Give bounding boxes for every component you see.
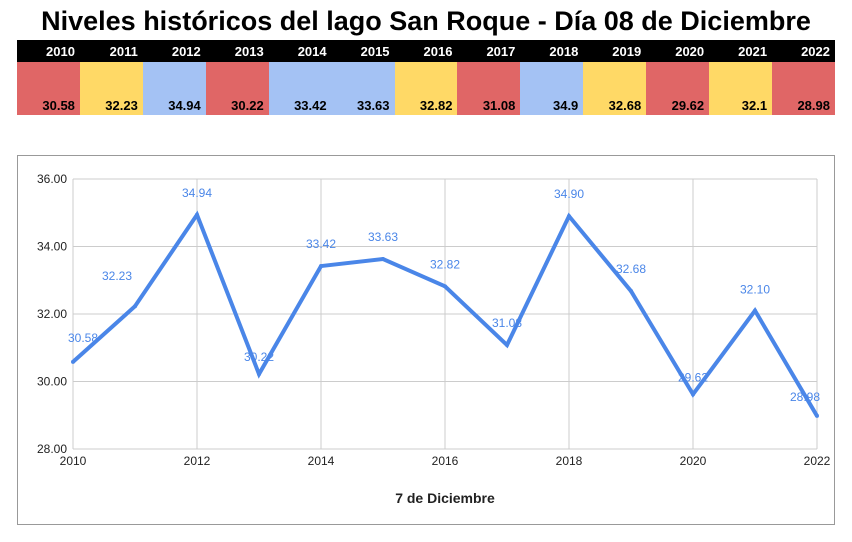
- data-point: [691, 392, 695, 397]
- data-point: [319, 264, 323, 269]
- data-label: 32.68: [616, 262, 646, 276]
- y-tick-label: 28.00: [37, 442, 67, 456]
- data-label: 32.10: [740, 283, 770, 297]
- data-point: [71, 359, 75, 364]
- y-tick-label: 32.00: [37, 307, 67, 321]
- table-value-cell: 32.68: [583, 62, 647, 115]
- data-point: [629, 289, 633, 294]
- table-value-cell: 33.63: [331, 62, 395, 115]
- table-year-header: 2022: [772, 40, 835, 62]
- x-axis-title: 7 de Diciembre: [395, 490, 495, 506]
- table-value-cell: 30.58: [17, 62, 80, 115]
- x-tick-label: 2010: [60, 454, 87, 468]
- y-tick-label: 30.00: [37, 375, 67, 389]
- table-year-header: 2016: [394, 40, 458, 62]
- table-year-header: 2014: [268, 40, 332, 62]
- data-label: 32.23: [102, 269, 132, 283]
- table-year-header: 2020: [646, 40, 710, 62]
- table-year-header: 2019: [583, 40, 647, 62]
- data-point: [505, 343, 509, 348]
- levels-table: 2010 30.58 2011 32.23 2012 34.94 2013 30.22 2014…: [17, 40, 835, 115]
- data-point: [443, 284, 447, 289]
- x-tick-label: 2020: [680, 454, 707, 468]
- table-year-header: 2021: [709, 40, 773, 62]
- y-tick-label: 36.00: [37, 172, 67, 186]
- x-tick-label: 2018: [556, 454, 583, 468]
- data-point: [567, 214, 571, 219]
- table-value-cell: 34.94: [142, 62, 206, 115]
- data-point: [753, 308, 757, 313]
- table-year-header: 2018: [520, 40, 584, 62]
- page-title: Niveles históricos del lago San Roque - …: [41, 6, 811, 36]
- x-tick-label: 2016: [432, 454, 459, 468]
- table-value-cell: 32.1: [709, 62, 773, 115]
- table-value-cell: 30.22: [205, 62, 269, 115]
- data-label: 32.82: [430, 257, 460, 271]
- x-tick-label: 2022: [804, 454, 831, 468]
- data-label: 34.90: [554, 187, 584, 201]
- data-label: 31.08: [492, 316, 522, 330]
- table-year-header: 2011: [79, 40, 143, 62]
- table-year-header: 2012: [142, 40, 206, 62]
- table-value-cell: 34.9: [520, 62, 584, 115]
- data-label: 33.42: [306, 237, 336, 251]
- table-year-header: 2010: [17, 40, 80, 62]
- table-value-cell: 28.98: [772, 62, 835, 115]
- table-value-cell: 31.08: [457, 62, 521, 115]
- table-value-cell: 32.82: [394, 62, 458, 115]
- data-label: 33.63: [368, 230, 398, 244]
- data-point: [195, 212, 199, 217]
- x-tick-label: 2012: [184, 454, 211, 468]
- data-point: [381, 256, 385, 261]
- table-value-cell: 32.23: [79, 62, 143, 115]
- data-label: 30.22: [244, 350, 274, 364]
- data-label: 29.62: [678, 370, 708, 384]
- chart-frame: [17, 155, 835, 525]
- data-point: [815, 413, 819, 418]
- table-year-header: 2017: [457, 40, 521, 62]
- data-label: 28.98: [790, 390, 820, 404]
- data-label: 30.58: [68, 331, 98, 345]
- data-label: 34.94: [182, 186, 212, 200]
- y-tick-label: 34.00: [37, 240, 67, 254]
- data-point: [257, 372, 261, 377]
- table-value-cell: 33.42: [268, 62, 332, 115]
- data-point: [133, 304, 137, 309]
- table-year-header: 2013: [205, 40, 269, 62]
- table-year-header: 2015: [331, 40, 395, 62]
- x-tick-label: 2014: [308, 454, 335, 468]
- table-value-cell: 29.62: [646, 62, 710, 115]
